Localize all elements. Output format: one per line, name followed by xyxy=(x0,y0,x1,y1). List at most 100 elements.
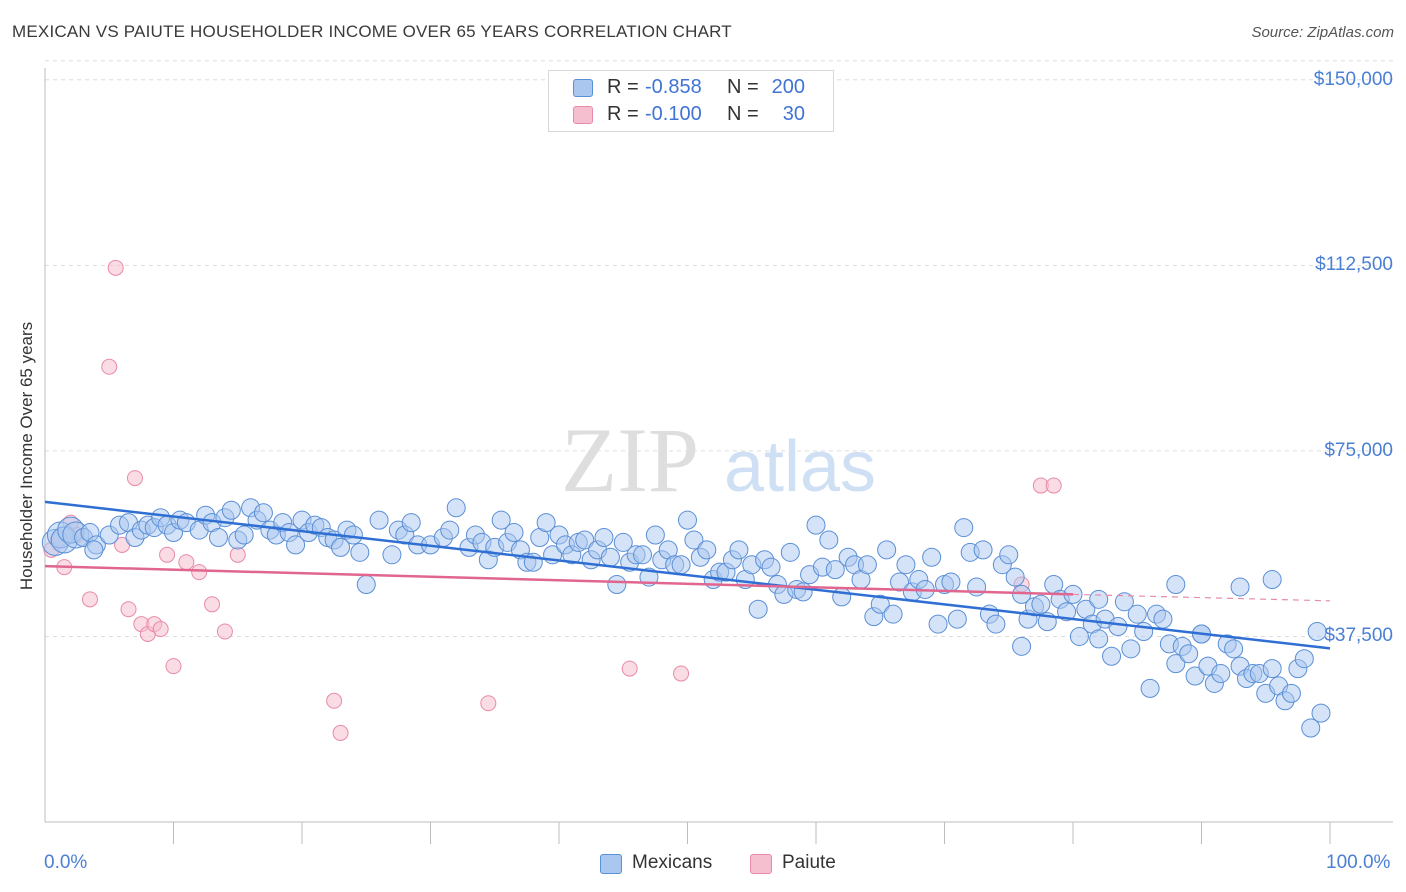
watermark: ZIP atlas xyxy=(561,409,876,511)
paiute-point xyxy=(326,692,343,709)
mexicans-point xyxy=(832,587,852,607)
paiute-point xyxy=(101,358,118,375)
y-tick-label: $112,500 xyxy=(1315,254,1393,276)
mexicans-point xyxy=(857,555,877,575)
mexicans-point xyxy=(1089,589,1109,609)
x-tick-min: 0.0% xyxy=(44,852,88,873)
mexicans-point xyxy=(350,542,370,562)
mexicans-point xyxy=(1057,602,1077,622)
paiute-legend-swatch xyxy=(750,854,772,874)
mexicans-point xyxy=(613,532,633,552)
y-tick-label: $75,000 xyxy=(1324,439,1393,461)
mexicans-point xyxy=(1153,609,1173,629)
y-tick-label: $150,000 xyxy=(1313,68,1393,90)
mexicans-point xyxy=(1262,659,1282,679)
mexicans-point xyxy=(600,547,620,567)
mexicans-point xyxy=(1224,639,1244,659)
mexicans-point xyxy=(1140,678,1160,698)
mexicans-legend-label: Mexicans xyxy=(632,852,713,873)
n-label: N = xyxy=(727,76,759,98)
mexicans-trend-line xyxy=(44,500,1331,650)
trend-lines xyxy=(44,500,1331,650)
y-tick-label: $37,500 xyxy=(1324,625,1393,647)
mexicans-point xyxy=(446,498,466,518)
mexicans-point xyxy=(1185,666,1205,686)
r-label: R = xyxy=(607,76,639,98)
mexicans-point xyxy=(1230,577,1250,597)
mexicans-point xyxy=(922,547,942,567)
mexicans-point xyxy=(941,572,961,592)
r-value: -0.858 xyxy=(645,76,702,98)
mexicans-point xyxy=(1307,622,1327,641)
mexicans-point xyxy=(947,609,967,629)
mexicans-point xyxy=(1031,594,1051,614)
n-label: N = xyxy=(727,103,759,125)
y-axis-label: Householder Income Over 65 years xyxy=(17,321,36,591)
mexicans-point xyxy=(343,525,363,545)
mexicans-point xyxy=(780,542,800,562)
mexicans-point xyxy=(1102,646,1122,666)
mexicans-point xyxy=(633,545,653,565)
mexicans-point xyxy=(1211,664,1231,684)
mexicans-point xyxy=(84,540,104,560)
mexicans-point xyxy=(286,535,306,555)
mexicans-point xyxy=(877,540,897,560)
axes xyxy=(44,68,1393,844)
mexicans-point xyxy=(1108,617,1128,637)
mexicans-point xyxy=(440,520,460,540)
paiute-point xyxy=(120,601,137,618)
mexicans-point xyxy=(748,599,768,619)
paiute-point xyxy=(673,665,690,682)
mexicans-point xyxy=(697,540,717,560)
paiute-legend-label: Paiute xyxy=(782,852,836,873)
mexicans-point xyxy=(870,594,890,614)
mexicans-point xyxy=(761,557,781,577)
watermark-atlas: atlas xyxy=(724,427,876,507)
mexicans-point xyxy=(928,614,948,634)
mexicans-point xyxy=(1166,574,1186,594)
paiute-point xyxy=(159,546,176,563)
mexicans-point xyxy=(999,545,1019,565)
paiute-point xyxy=(229,546,246,563)
mexicans-point xyxy=(536,513,556,533)
mexicans-point xyxy=(1311,703,1331,723)
mexicans-point xyxy=(1166,654,1186,674)
mexicans-point xyxy=(967,577,987,597)
mexicans-point xyxy=(973,540,993,560)
mexicans-point xyxy=(1294,649,1314,669)
mexicans-point xyxy=(234,525,254,545)
mexicans-point xyxy=(1127,604,1147,624)
mexicans-point xyxy=(684,530,704,550)
mexicans-point xyxy=(1012,636,1032,656)
correlation-legend: R = -0.858 N = 200 R = -0.100 N = 30 xyxy=(548,70,834,132)
mexicans-swatch xyxy=(573,79,593,97)
mexicans-point xyxy=(1262,570,1282,590)
mexicans-point xyxy=(491,510,511,530)
mexicans-point xyxy=(575,530,595,550)
paiute-point xyxy=(191,564,208,581)
paiute-point xyxy=(178,554,195,571)
mexicans-legend-swatch xyxy=(600,854,622,874)
mexicans-point xyxy=(401,513,421,533)
mexicans-point xyxy=(645,525,665,545)
paiute-point xyxy=(152,621,169,638)
mexicans-point xyxy=(890,572,910,592)
mexicans-points xyxy=(41,498,1331,738)
mexicans-point xyxy=(331,537,351,557)
source-label: Source: ZipAtlas.com xyxy=(1251,24,1394,41)
chart-title: MEXICAN VS PAIUTE HOUSEHOLDER INCOME OVE… xyxy=(12,22,732,41)
mexicans-point xyxy=(954,518,974,538)
mexicans-point xyxy=(594,527,614,547)
mexicans-point xyxy=(1114,592,1134,612)
mexicans-point xyxy=(883,604,903,624)
mexicans-point xyxy=(253,503,273,523)
paiute-point xyxy=(165,658,182,675)
mexicans-point xyxy=(671,555,691,575)
mexicans-point xyxy=(1281,683,1301,703)
mexicans-point xyxy=(221,500,241,520)
paiute-point xyxy=(621,660,638,677)
mexicans-point xyxy=(678,510,697,530)
paiute-points xyxy=(43,259,1062,741)
mexicans-point xyxy=(729,540,749,560)
